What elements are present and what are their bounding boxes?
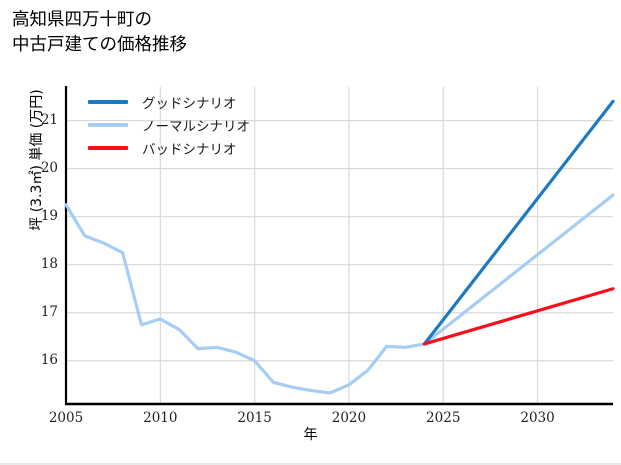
y-tick-label: 19 — [40, 207, 58, 224]
x-tick-label: 2025 — [426, 410, 461, 426]
x-axis-label: 年 — [303, 427, 318, 443]
y-tick-label: 21 — [40, 111, 58, 128]
legend-swatch-icon — [88, 99, 128, 104]
y-tick-label: 16 — [40, 351, 58, 368]
legend-item: グッドシナリオ — [88, 90, 250, 113]
y-tick-label: 18 — [40, 255, 58, 272]
legend-label: グッドシナリオ — [142, 95, 237, 112]
series-line-バッドシナリオ — [422, 287, 615, 346]
y-tick-label: 20 — [40, 159, 58, 176]
x-tick-label: 2020 — [331, 410, 367, 426]
legend-item: バッドシナリオ — [88, 136, 250, 159]
x-tick-label: 2030 — [520, 410, 555, 426]
x-tick-label: 2005 — [48, 410, 84, 426]
x-tick-label: 2010 — [143, 410, 178, 426]
x-tick-label: 2015 — [237, 410, 272, 426]
y-tick-label: 17 — [40, 303, 58, 320]
legend-label: ノーマルシナリオ — [142, 118, 250, 135]
legend-swatch-icon — [88, 145, 128, 150]
legend-item: ノーマルシナリオ — [88, 113, 250, 136]
legend-label: バッドシナリオ — [142, 141, 237, 158]
chart-legend: グッドシナリオ ノーマルシナリオ バッドシナリオ — [88, 90, 250, 159]
series-line-ノーマルシナリオ — [64, 193, 615, 395]
chart-title: 高知県四万十町の 中古戸建ての価格推移 — [12, 10, 187, 56]
legend-swatch-icon — [88, 122, 128, 127]
series-line-グッドシナリオ — [422, 99, 615, 346]
